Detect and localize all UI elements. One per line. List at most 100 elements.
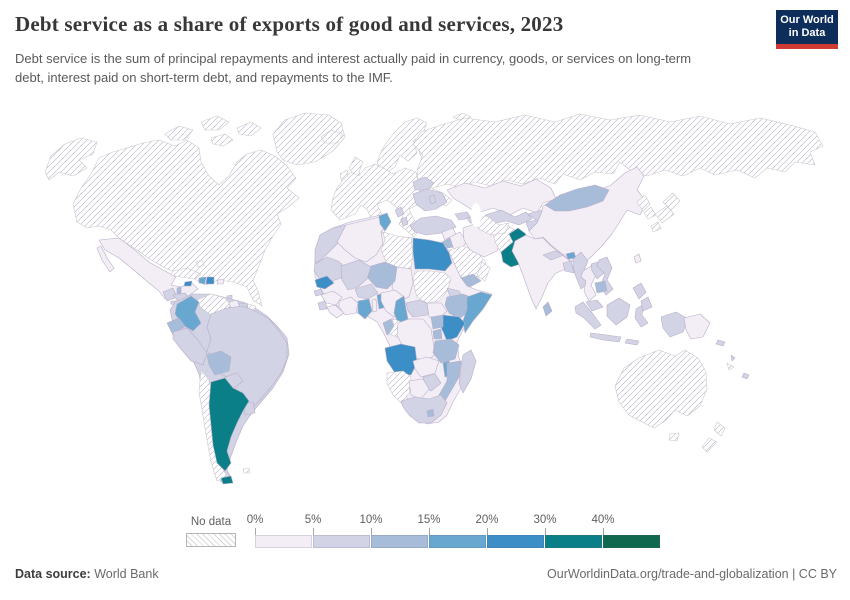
country-arctic-islands[interactable] xyxy=(210,133,234,147)
country-cambodia[interactable] xyxy=(594,280,608,294)
country-angola[interactable] xyxy=(384,343,418,376)
country-burkina-faso[interactable] xyxy=(354,283,379,300)
country-bahamas[interactable] xyxy=(195,259,205,268)
country-indonesia[interactable] xyxy=(574,301,602,330)
country-lesotho[interactable] xyxy=(426,408,435,418)
country-egypt[interactable] xyxy=(412,237,453,272)
country-new-zealand[interactable] xyxy=(701,437,718,453)
legend-swatch-20-30[interactable] xyxy=(487,535,545,548)
country-namibia[interactable] xyxy=(386,370,412,404)
country-australia[interactable] xyxy=(614,349,708,429)
country-mali[interactable] xyxy=(340,259,372,291)
country-uganda[interactable] xyxy=(430,314,444,330)
country-morocco[interactable] xyxy=(314,224,350,264)
country-tanzania[interactable] xyxy=(432,338,460,364)
country-cuba[interactable] xyxy=(170,267,202,280)
country-japan[interactable] xyxy=(650,221,662,233)
country-baja[interactable] xyxy=(96,245,115,273)
country-oman[interactable] xyxy=(476,261,491,282)
country-ghana[interactable] xyxy=(357,298,373,320)
country-puerto-rico[interactable] xyxy=(216,278,225,285)
country-new-zealand[interactable] xyxy=(713,421,726,437)
country-mauritania[interactable] xyxy=(313,256,346,283)
country-albania[interactable] xyxy=(400,216,409,227)
country-madagascar[interactable] xyxy=(458,349,477,394)
country-cote-divoire[interactable] xyxy=(338,296,359,316)
country-arctic-islands[interactable] xyxy=(164,125,194,141)
country-philippines[interactable] xyxy=(640,296,653,312)
country-laos[interactable] xyxy=(590,261,605,280)
country-sierra-leone[interactable] xyxy=(317,300,328,311)
country-cameroon[interactable] xyxy=(393,295,409,324)
country-tunisia[interactable] xyxy=(378,212,392,232)
country-philippines[interactable] xyxy=(632,282,647,300)
country-falklands[interactable] xyxy=(242,467,251,474)
country-uzbekistan[interactable] xyxy=(484,209,533,226)
country-nepal[interactable] xyxy=(542,250,565,261)
country-kazakhstan[interactable] xyxy=(446,178,557,216)
country-dominican-republic[interactable] xyxy=(205,276,215,285)
credit-line[interactable]: OurWorldinData.org/trade-and-globalizati… xyxy=(547,567,837,581)
country-argentina[interactable] xyxy=(208,377,250,472)
country-peru[interactable] xyxy=(172,327,208,366)
country-zambia[interactable] xyxy=(412,356,440,378)
country-togo[interactable] xyxy=(371,298,378,313)
legend-no-data-swatch[interactable] xyxy=(186,533,236,547)
country-rwanda-burundi[interactable] xyxy=(432,328,443,340)
country-solomon-islands[interactable] xyxy=(715,339,726,347)
country-indonesia[interactable] xyxy=(660,311,689,338)
country-indonesia[interactable] xyxy=(624,338,640,346)
country-niger[interactable] xyxy=(367,261,398,290)
country-moldova[interactable] xyxy=(428,194,437,205)
country-somalia[interactable] xyxy=(462,291,493,334)
country-arctic-islands[interactable] xyxy=(236,121,262,137)
country-ecuador[interactable] xyxy=(166,317,186,336)
country-guinea-bissau[interactable] xyxy=(313,288,324,297)
country-bosnia[interactable] xyxy=(394,206,405,218)
country-haiti[interactable] xyxy=(198,276,207,285)
country-belarus[interactable] xyxy=(412,176,435,191)
country-central-african-republic[interactable] xyxy=(405,299,432,318)
country-turkey[interactable] xyxy=(409,215,457,236)
country-russia[interactable] xyxy=(412,113,824,189)
country-papua-new-guinea[interactable] xyxy=(683,313,711,340)
country-fiji[interactable] xyxy=(741,372,750,380)
country-taiwan[interactable] xyxy=(633,253,642,264)
country-greenland[interactable] xyxy=(272,112,346,166)
country-tierra-del-fuego[interactable] xyxy=(220,475,234,485)
country-iceland[interactable] xyxy=(320,129,344,144)
country-liberia[interactable] xyxy=(326,304,345,319)
legend-swatch-30-40[interactable] xyxy=(545,535,603,548)
country-turkmenistan[interactable] xyxy=(472,215,510,236)
country-bangladesh[interactable] xyxy=(562,260,575,274)
country-mozambique[interactable] xyxy=(438,360,462,402)
country-botswana[interactable] xyxy=(408,378,430,400)
country-sudan[interactable] xyxy=(412,270,452,304)
country-algeria[interactable] xyxy=(336,216,387,263)
legend-swatch-15-20[interactable] xyxy=(429,535,487,548)
country-south-korea[interactable] xyxy=(643,206,657,220)
country-south-africa[interactable] xyxy=(400,394,448,424)
country-senegal[interactable] xyxy=(314,275,335,290)
country-sri-lanka[interactable] xyxy=(542,301,553,317)
country-indonesia[interactable] xyxy=(606,297,631,326)
country-new-caledonia[interactable] xyxy=(726,362,735,371)
country-north-korea[interactable] xyxy=(636,194,651,212)
country-arctic-islands[interactable] xyxy=(200,115,230,131)
country-mongolia[interactable] xyxy=(544,184,610,212)
legend-swatch-40-plus[interactable] xyxy=(603,535,661,548)
country-tasmania[interactable] xyxy=(668,432,680,442)
country-bolivia[interactable] xyxy=(206,350,232,376)
country-canada-us[interactable] xyxy=(72,139,300,307)
country-indonesia[interactable] xyxy=(589,332,622,343)
country-jamaica[interactable] xyxy=(183,280,193,287)
country-vanuatu[interactable] xyxy=(730,354,736,362)
country-japan[interactable] xyxy=(654,205,675,224)
legend-swatch-10-15[interactable] xyxy=(371,535,429,548)
legend-swatch-5-10[interactable] xyxy=(313,535,371,548)
country-malaysia[interactable] xyxy=(585,299,604,312)
country-mexico[interactable] xyxy=(98,237,199,300)
country-scandinavia[interactable] xyxy=(376,117,428,174)
country-belize[interactable] xyxy=(176,286,182,295)
country-alaska[interactable] xyxy=(44,137,98,181)
